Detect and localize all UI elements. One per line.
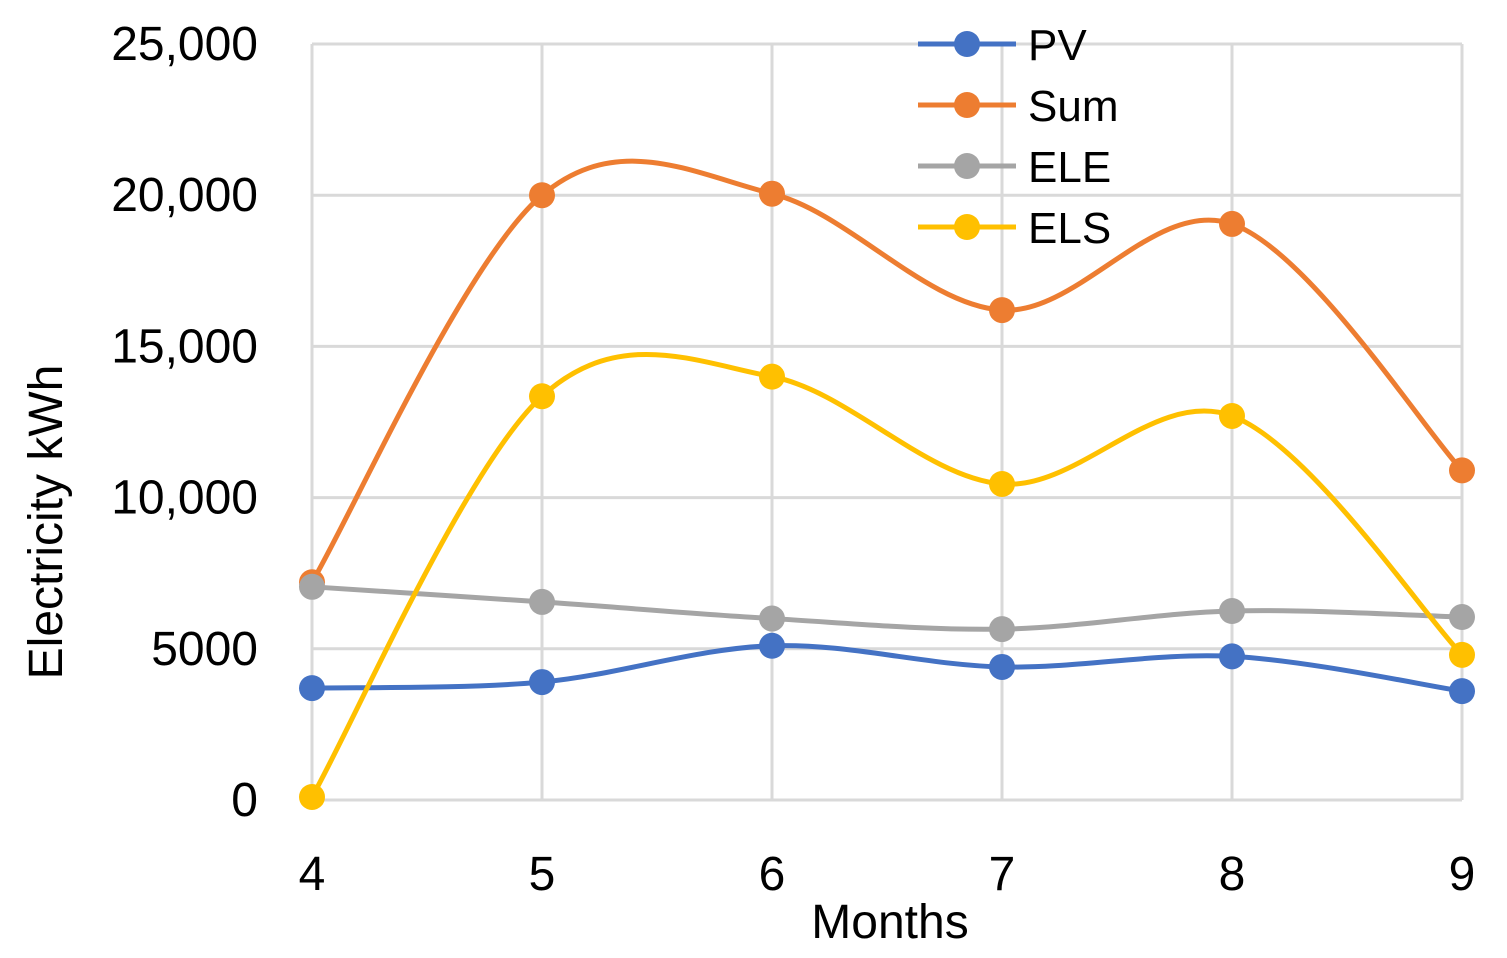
data-point-els: [759, 363, 785, 390]
data-point-sum: [1219, 210, 1245, 237]
x-tick-label: 6: [759, 848, 786, 901]
y-tick-label: 10,000: [111, 472, 258, 525]
y-tick-label: 20,000: [111, 169, 258, 222]
legend-item-sum: Sum: [918, 82, 1118, 131]
x-tick-labels: 4 5 6 7 8 9: [299, 848, 1476, 901]
y-tick-label: 5000: [151, 623, 258, 676]
legend-swatch-marker: [954, 153, 980, 179]
x-tick-label: 4: [299, 848, 326, 901]
y-tick-label: 0: [231, 774, 258, 827]
legend-label: ELS: [1028, 204, 1111, 253]
legend-label: Sum: [1028, 82, 1118, 131]
data-point-els: [299, 783, 325, 810]
x-tick-label: 5: [529, 848, 556, 901]
y-tick-label: 25,000: [111, 18, 258, 71]
legend-label: ELE: [1028, 143, 1111, 192]
data-point-pv: [759, 632, 785, 659]
data-point-ele: [529, 588, 555, 615]
legend-item-pv: PV: [918, 21, 1087, 70]
y-tick-label: 15,000: [111, 320, 258, 373]
legend-label: PV: [1028, 21, 1087, 70]
data-point-els: [1219, 402, 1245, 429]
series-line-els: [309, 351, 1464, 799]
y-axis-title: Electricity kWh: [20, 365, 73, 680]
data-point-els: [1449, 641, 1475, 668]
data-point-sum: [529, 182, 555, 209]
legend-item-els: ELS: [918, 204, 1111, 253]
data-point-ele: [1449, 604, 1475, 631]
series-layer: [299, 158, 1475, 810]
data-point-els: [989, 470, 1015, 497]
x-tick-label: 7: [989, 848, 1016, 901]
legend-swatch-marker: [954, 31, 980, 57]
legend: PV Sum ELE ELS: [918, 21, 1118, 253]
series-line-pv: [311, 643, 1463, 694]
data-point-sum: [1449, 457, 1475, 484]
legend-swatch-marker: [954, 214, 980, 240]
data-point-ele: [759, 605, 785, 632]
data-point-sum: [989, 297, 1015, 324]
data-point-els: [529, 383, 555, 410]
data-point-ele: [299, 573, 325, 600]
data-point-pv: [529, 669, 555, 696]
data-point-pv: [299, 675, 325, 702]
y-tick-labels: 0 5000 10,000 15,000 20,000 25,000: [111, 18, 258, 827]
legend-swatch-marker: [954, 92, 980, 118]
data-point-pv: [989, 653, 1015, 680]
x-tick-label: 8: [1219, 848, 1246, 901]
data-point-pv: [1219, 643, 1245, 670]
x-axis-title: Months: [811, 896, 968, 949]
data-point-ele: [989, 616, 1015, 643]
data-point-ele: [1219, 598, 1245, 624]
data-point-pv: [1449, 678, 1475, 705]
x-tick-label: 9: [1449, 848, 1476, 901]
series-line-sum: [309, 158, 1464, 584]
series-line-ele: [311, 584, 1463, 632]
data-point-sum: [759, 180, 785, 207]
legend-item-ele: ELE: [918, 143, 1111, 192]
